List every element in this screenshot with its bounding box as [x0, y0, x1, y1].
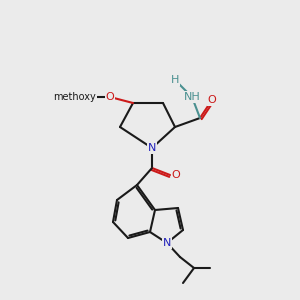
Text: O: O [208, 95, 216, 105]
Text: methoxy: methoxy [54, 92, 96, 102]
Text: NH: NH [184, 92, 200, 102]
Text: N: N [163, 238, 171, 248]
Text: O: O [172, 170, 180, 180]
Text: H: H [171, 75, 179, 85]
Text: N: N [148, 143, 156, 153]
Text: O: O [106, 92, 114, 102]
